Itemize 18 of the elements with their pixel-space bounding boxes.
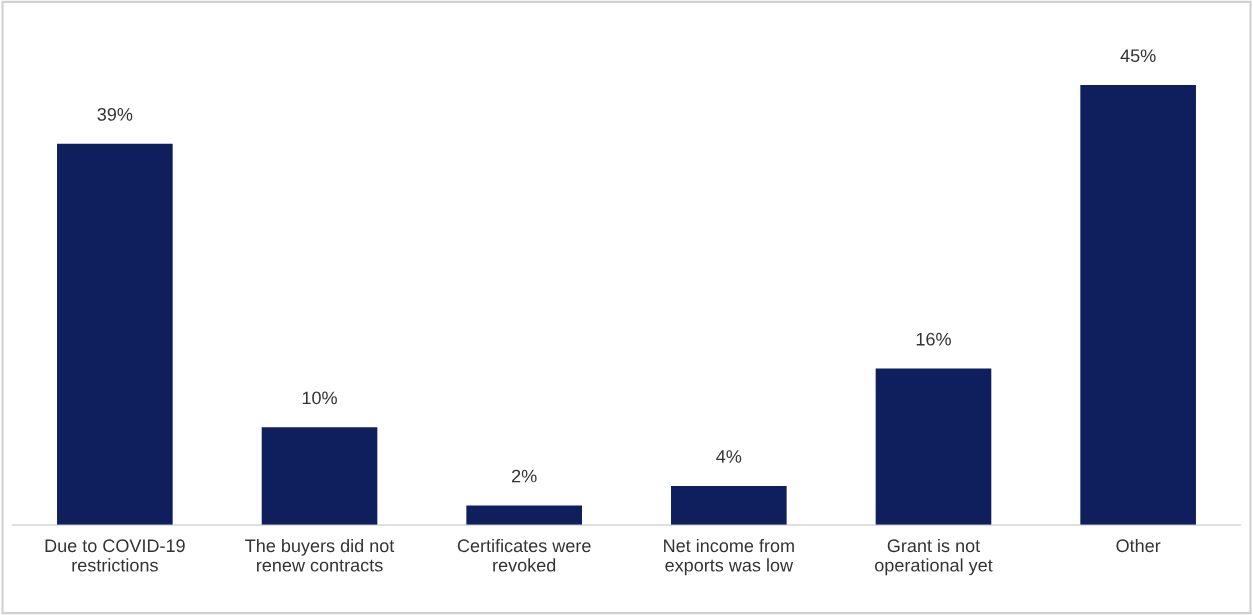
x-tick-label: Net income from exports was low [664,538,794,576]
bar [875,368,992,525]
bar [1080,85,1196,525]
data-label: 10% [302,391,337,405]
data-label: 39% [97,107,133,121]
data-label: 16% [916,332,951,346]
x-tick-label: Other [1116,538,1161,553]
x-tick-label: Due to COVID-19 restrictions [45,539,185,572]
bar [57,143,173,525]
bar [466,505,582,525]
bar [261,427,378,525]
data-label: 45% [1120,49,1156,63]
x-tick-label: Certificates were revoked [457,538,591,572]
x-tick-label: Grant is not operational yet [875,538,993,576]
x-tick-label: The buyers did not renew contracts [245,538,395,572]
bar [671,485,787,525]
data-label: 2% [512,469,537,483]
data-label: 4% [716,450,742,463]
